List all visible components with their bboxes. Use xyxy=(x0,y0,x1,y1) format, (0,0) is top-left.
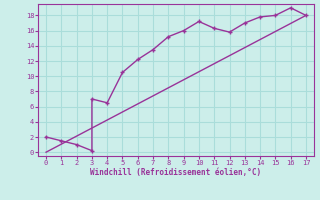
X-axis label: Windchill (Refroidissement éolien,°C): Windchill (Refroidissement éolien,°C) xyxy=(91,168,261,177)
